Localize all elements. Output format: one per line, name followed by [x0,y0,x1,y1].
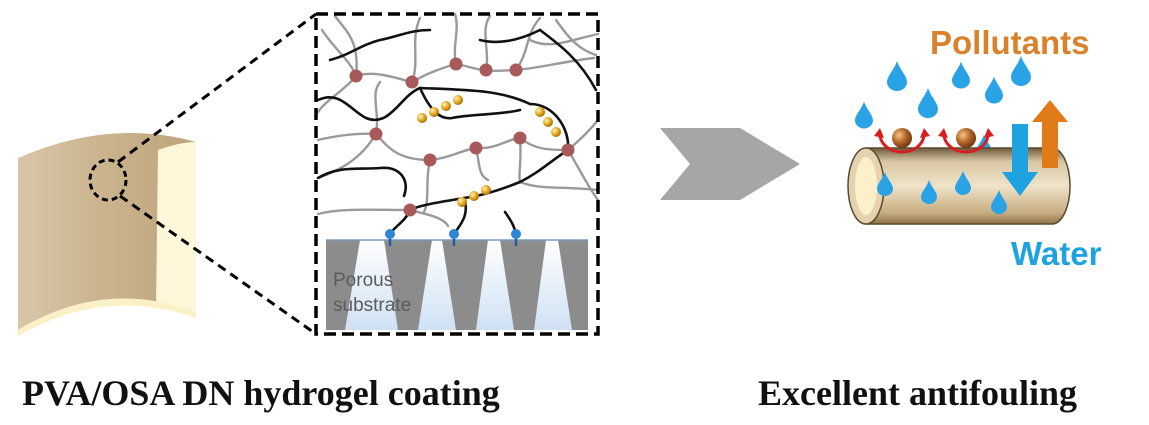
pollutants-label: Pollutants [930,24,1090,61]
porous-substrate [326,239,588,330]
anchor-points [385,229,521,246]
pollutant-particle-icon [892,128,976,148]
caption-left: PVA/OSA DN hydrogel coating [22,373,500,413]
coated-tube-icon [18,133,196,336]
zoom-line-bottom [119,194,317,336]
covalent-crosslinks [349,57,575,217]
antifouling-illustration [847,56,1071,225]
substrate-label-line2: substrate [333,295,411,316]
substrate-label-line1: Porous [333,270,393,291]
up-arrow-icon [1032,100,1068,168]
repel-arrows [878,133,990,154]
zoom-circle [88,158,128,202]
water-label: Water [1011,235,1102,272]
caption-right: Excellent antifouling [758,373,1078,413]
down-arrow-icon [1002,124,1038,196]
ionic-crosslinks [417,95,561,207]
network-panel: Porous substrate [314,12,600,336]
water-droplet-icon [855,56,1031,162]
process-arrow-icon [660,128,800,200]
zoom-line-top [117,12,317,164]
